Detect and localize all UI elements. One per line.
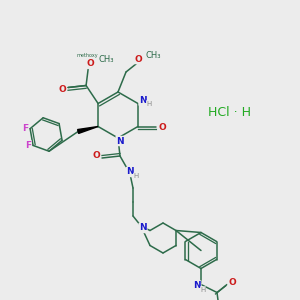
Text: F: F: [25, 141, 31, 150]
Text: H: H: [200, 286, 206, 292]
Text: H: H: [146, 100, 152, 106]
Text: N: N: [139, 224, 147, 232]
Polygon shape: [78, 127, 98, 134]
Text: N: N: [193, 281, 201, 290]
Text: methoxy: methoxy: [76, 53, 98, 58]
Text: O: O: [58, 85, 66, 94]
Text: O: O: [158, 123, 166, 132]
Text: CH₃: CH₃: [98, 55, 114, 64]
Text: HCl · H: HCl · H: [208, 106, 251, 118]
Text: N: N: [139, 96, 147, 105]
Text: O: O: [86, 59, 94, 68]
Text: N: N: [116, 136, 124, 146]
Text: N: N: [126, 167, 134, 176]
Text: CH₃: CH₃: [146, 50, 161, 59]
Text: O: O: [228, 278, 236, 287]
Text: O: O: [134, 55, 142, 64]
Text: O: O: [92, 151, 100, 160]
Text: F: F: [22, 124, 28, 133]
Text: H: H: [134, 173, 139, 179]
